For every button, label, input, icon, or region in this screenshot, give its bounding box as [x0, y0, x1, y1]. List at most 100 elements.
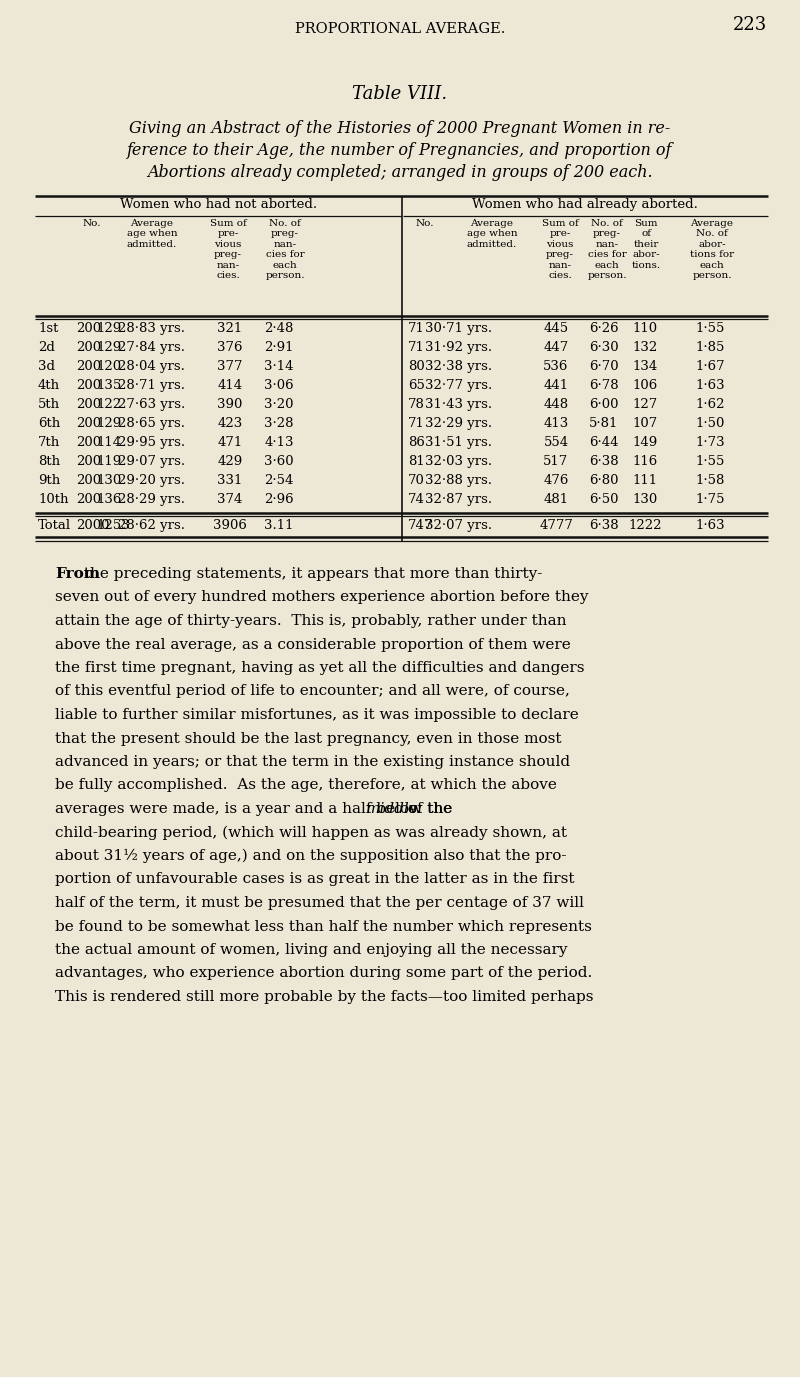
Text: above the real average, as a considerable proportion of them were: above the real average, as a considerabl…: [55, 638, 570, 651]
Text: that the present should be the last pregnancy, even in those most: that the present should be the last preg…: [55, 731, 562, 745]
Text: 448: 448: [543, 398, 569, 410]
Text: 6th: 6th: [38, 417, 60, 430]
Text: 223: 223: [733, 17, 767, 34]
Text: 7th: 7th: [38, 437, 60, 449]
Text: 747: 747: [408, 519, 434, 532]
Text: 29·95 yrs.: 29·95 yrs.: [118, 437, 185, 449]
Text: 5·81: 5·81: [590, 417, 618, 430]
Text: 6·50: 6·50: [590, 493, 618, 505]
Text: attain the age of thirty-years.  This is, probably, rather under than: attain the age of thirty-years. This is,…: [55, 614, 566, 628]
Text: Abortions already completed; arranged in groups of 200 each.: Abortions already completed; arranged in…: [147, 164, 653, 180]
Text: 377: 377: [218, 359, 242, 373]
Text: 2d: 2d: [38, 341, 55, 354]
Text: 122: 122: [96, 398, 121, 410]
Text: 28·83 yrs.: 28·83 yrs.: [118, 322, 185, 335]
Text: the preceding statements, it appears that more than thirty-: the preceding statements, it appears tha…: [79, 567, 542, 581]
Text: Sum of
pre-
vious
preg-
nan-
cies.: Sum of pre- vious preg- nan- cies.: [210, 219, 246, 280]
Text: 32·88 yrs.: 32·88 yrs.: [425, 474, 492, 487]
Text: 476: 476: [543, 474, 569, 487]
Text: 1·55: 1·55: [695, 322, 725, 335]
Text: child-bearing period, (which will happen as was already shown, at: child-bearing period, (which will happen…: [55, 825, 567, 840]
Text: Table VIII.: Table VIII.: [353, 85, 447, 103]
Text: 2·96: 2·96: [264, 493, 294, 505]
Text: 31·92 yrs.: 31·92 yrs.: [425, 341, 492, 354]
Text: 1·62: 1·62: [695, 398, 725, 410]
Text: 376: 376: [218, 341, 242, 354]
Text: 6·38: 6·38: [589, 454, 619, 468]
Text: 27·63 yrs.: 27·63 yrs.: [118, 398, 186, 410]
Text: 132: 132: [632, 341, 658, 354]
Text: 413: 413: [543, 417, 569, 430]
Text: 481: 481: [543, 493, 569, 505]
Text: 9th: 9th: [38, 474, 60, 487]
Text: 71: 71: [408, 341, 425, 354]
Text: 130: 130: [632, 493, 658, 505]
Text: 2·91: 2·91: [264, 341, 294, 354]
Text: Sum
of
their
abor-
tions.: Sum of their abor- tions.: [631, 219, 661, 270]
Text: 441: 441: [543, 379, 569, 392]
Text: 3·28: 3·28: [264, 417, 294, 430]
Text: 32·38 yrs.: 32·38 yrs.: [425, 359, 492, 373]
Text: 1·63: 1·63: [695, 379, 725, 392]
Text: ference to their Age, the number of Pregnancies, and proportion of: ference to their Age, the number of Preg…: [127, 142, 673, 158]
Text: 200: 200: [76, 359, 101, 373]
Text: 114: 114: [96, 437, 121, 449]
Text: 2000: 2000: [76, 519, 110, 532]
Text: 390: 390: [218, 398, 242, 410]
Text: 136: 136: [96, 493, 122, 505]
Text: 2·54: 2·54: [264, 474, 294, 487]
Text: 423: 423: [218, 417, 242, 430]
Text: 28·71 yrs.: 28·71 yrs.: [118, 379, 185, 392]
Text: 554: 554: [543, 437, 569, 449]
Text: 29·20 yrs.: 29·20 yrs.: [118, 474, 185, 487]
Text: portion of unfavourable cases is as great in the latter as in the first: portion of unfavourable cases is as grea…: [55, 873, 574, 887]
Text: 3·14: 3·14: [264, 359, 294, 373]
Text: 429: 429: [218, 454, 242, 468]
Text: 5th: 5th: [38, 398, 60, 410]
Text: 149: 149: [632, 437, 658, 449]
Text: 447: 447: [543, 341, 569, 354]
Text: 65: 65: [408, 379, 425, 392]
Text: 32·77 yrs.: 32·77 yrs.: [425, 379, 492, 392]
Text: 200: 200: [76, 417, 101, 430]
Text: seven out of every hundred mothers experience abortion before they: seven out of every hundred mothers exper…: [55, 591, 589, 605]
Text: 4777: 4777: [539, 519, 573, 532]
Text: 119: 119: [96, 454, 122, 468]
Text: 3.11: 3.11: [264, 519, 294, 532]
Text: about 31½ years of age,) and on the supposition also that the pro-: about 31½ years of age,) and on the supp…: [55, 850, 566, 863]
Text: 29·07 yrs.: 29·07 yrs.: [118, 454, 185, 468]
Text: 331: 331: [218, 474, 242, 487]
Text: 32·03 yrs.: 32·03 yrs.: [425, 454, 492, 468]
Text: 129: 129: [96, 322, 122, 335]
Text: 86: 86: [408, 437, 425, 449]
Text: 6·78: 6·78: [589, 379, 619, 392]
Text: 74: 74: [408, 493, 425, 505]
Text: 135: 135: [96, 379, 122, 392]
Text: 32·87 yrs.: 32·87 yrs.: [425, 493, 492, 505]
Text: 6·00: 6·00: [590, 398, 618, 410]
Text: 28·65 yrs.: 28·65 yrs.: [118, 417, 185, 430]
Text: 80: 80: [408, 359, 425, 373]
Text: 200: 200: [76, 493, 101, 505]
Text: 517: 517: [543, 454, 569, 468]
Text: 6·44: 6·44: [590, 437, 618, 449]
Text: 1st: 1st: [38, 322, 58, 335]
Text: 200: 200: [76, 398, 101, 410]
Text: 374: 374: [218, 493, 242, 505]
Text: 471: 471: [218, 437, 242, 449]
Text: 200: 200: [76, 341, 101, 354]
Text: Women who had already aborted.: Women who had already aborted.: [472, 198, 698, 211]
Text: 1253: 1253: [96, 519, 130, 532]
Text: 78: 78: [408, 398, 425, 410]
Text: 200: 200: [76, 379, 101, 392]
Text: of this еventful period of life to encounter; and all were, of course,: of this еventful period of life to encou…: [55, 684, 570, 698]
Text: 8th: 8th: [38, 454, 60, 468]
Text: 120: 120: [96, 359, 121, 373]
Text: No.: No.: [416, 219, 434, 229]
Text: 28·62 yrs.: 28·62 yrs.: [118, 519, 185, 532]
Text: advanced in years; or that the term in the existing instance should: advanced in years; or that the term in t…: [55, 755, 570, 768]
Text: 6·80: 6·80: [590, 474, 618, 487]
Text: 106: 106: [632, 379, 658, 392]
Text: advantages, who experience abortion during some part of the period.: advantages, who experience abortion duri…: [55, 967, 592, 980]
Text: half of the term, it must be presumed that the per centage of 37 will: half of the term, it must be presumed th…: [55, 896, 584, 910]
